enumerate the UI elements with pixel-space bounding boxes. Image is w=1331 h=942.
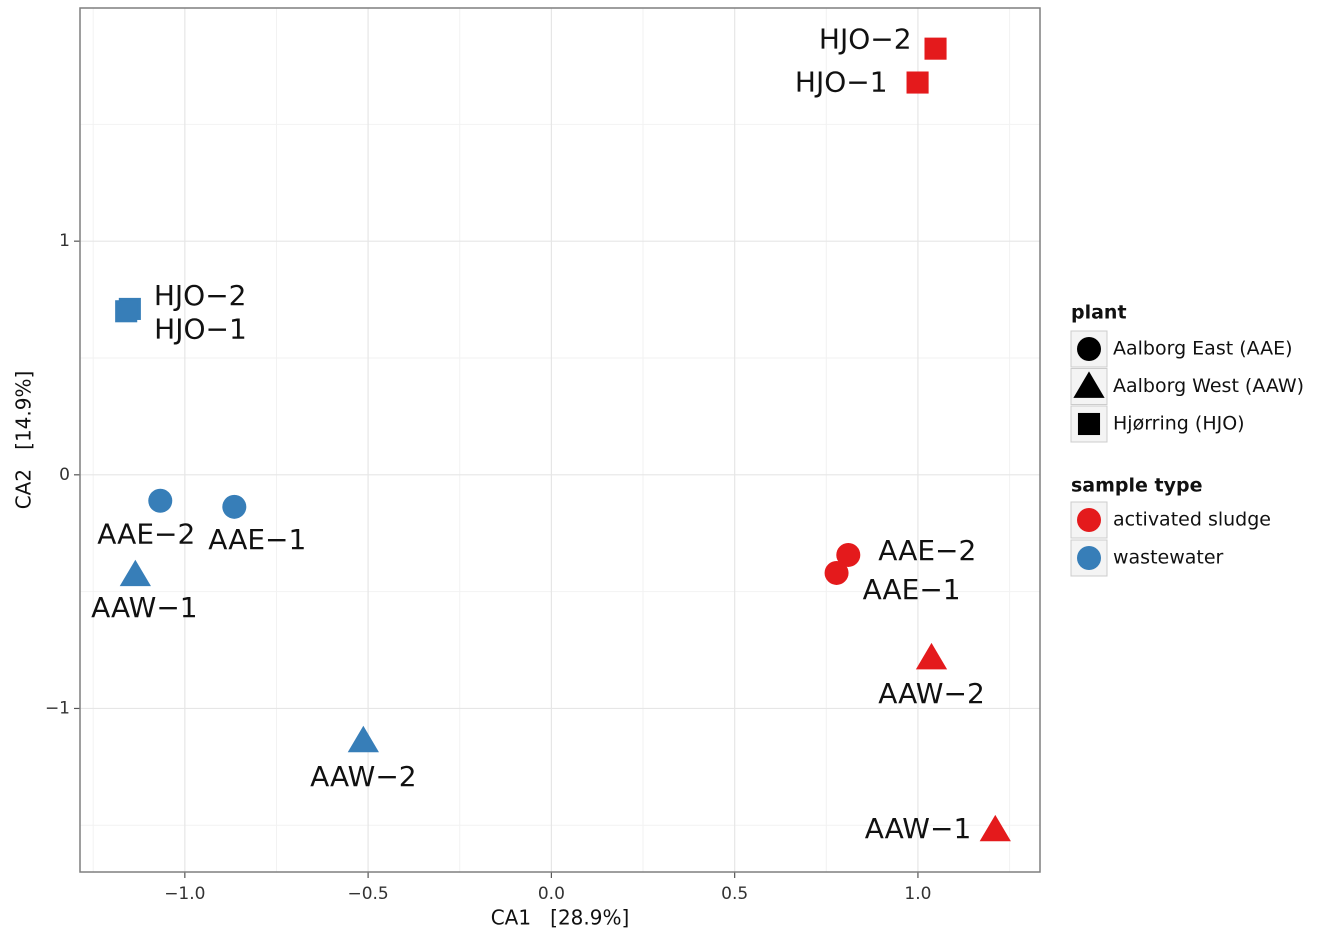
point-label: AAW−1	[91, 591, 198, 624]
point-label: AAE−1	[863, 573, 961, 606]
legend-symbol	[1077, 508, 1101, 532]
x-tick-label: 0.5	[721, 884, 748, 904]
x-tick-label: −0.5	[347, 884, 388, 904]
legend-symbol	[1077, 546, 1101, 570]
point	[824, 560, 849, 585]
point-label: AAE−2	[878, 534, 976, 567]
point	[115, 300, 138, 323]
x-tick-label: 0.0	[538, 884, 565, 904]
y-tick-label: 0	[59, 465, 70, 485]
point	[836, 542, 861, 567]
legend-label: Aalborg West (AAW)	[1113, 375, 1304, 397]
point-label: AAW−2	[878, 677, 985, 710]
legend-label: activated sludge	[1113, 509, 1271, 531]
point	[915, 642, 948, 670]
y-tick-label: −1	[45, 698, 70, 718]
point	[222, 494, 247, 519]
legend-symbol	[1077, 412, 1101, 436]
point	[119, 559, 151, 587]
point-label: AAE−1	[208, 523, 306, 556]
point	[347, 725, 379, 753]
x-tick-label: 1.0	[904, 884, 931, 904]
x-axis-title: CA1 [28.9%]	[491, 906, 630, 930]
legend-label: wastewater	[1113, 547, 1224, 569]
y-tick-label: 1	[59, 231, 70, 251]
point-label: HJO−1	[795, 66, 888, 99]
legend-label: Aalborg East (AAE)	[1113, 338, 1293, 360]
point-label: HJO−2	[819, 23, 912, 56]
point-label: HJO−1	[154, 312, 247, 345]
point	[148, 488, 173, 513]
legend-symbol	[1073, 371, 1105, 398]
point-label: AAE−2	[97, 518, 195, 551]
y-axis-title: CA2 [14.9%]	[12, 371, 36, 510]
point	[979, 814, 1011, 842]
legend-label: Hjørring (HJO)	[1113, 413, 1245, 435]
legend-title: sample type	[1071, 475, 1203, 497]
point	[906, 71, 929, 94]
legend-title: plant	[1071, 302, 1127, 324]
legend-symbol	[1077, 337, 1101, 361]
point-label: AAW−1	[865, 812, 972, 845]
point	[924, 37, 947, 60]
point-label: AAW−2	[310, 760, 417, 793]
plot-border	[79, 7, 1041, 873]
point-label: HJO−2	[154, 279, 247, 312]
x-tick-label: −1.0	[164, 884, 205, 904]
